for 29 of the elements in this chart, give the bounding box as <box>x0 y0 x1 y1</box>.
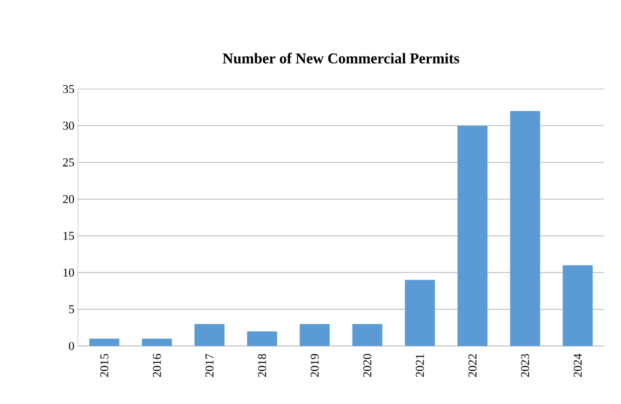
chart-title: Number of New Commercial Permits <box>222 52 460 64</box>
bar <box>194 324 224 346</box>
bar <box>247 331 278 346</box>
x-tick-label: 2022 <box>468 354 477 377</box>
x-tick-label: 2016 <box>152 354 161 377</box>
bar <box>300 324 330 346</box>
y-tick-label: 30 <box>63 122 74 130</box>
bar <box>404 280 435 346</box>
x-tick-label: 2023 <box>521 354 530 377</box>
bar <box>458 126 488 346</box>
bar <box>562 265 593 346</box>
bar <box>352 324 382 346</box>
y-tick-label: 10 <box>64 268 74 277</box>
x-tick-label: 2024 <box>574 354 582 377</box>
bar <box>510 111 540 346</box>
x-tick-label: 2018 <box>258 354 266 377</box>
y-tick-label: 0 <box>68 342 74 350</box>
bar <box>142 338 172 346</box>
x-tick-label: 2017 <box>205 354 214 377</box>
y-tick-label: 35 <box>63 84 74 94</box>
y-tick-label: 20 <box>63 195 74 204</box>
x-tick-label: 2021 <box>416 354 424 377</box>
x-tick-label: 2019 <box>310 354 319 377</box>
x-tick-label: 2015 <box>100 354 108 377</box>
x-tick-label: 2020 <box>363 354 372 377</box>
y-tick-label: 15 <box>64 232 74 240</box>
y-tick-label: 5 <box>69 305 74 314</box>
y-tick-label: 25 <box>63 158 74 166</box>
bar <box>89 338 120 346</box>
